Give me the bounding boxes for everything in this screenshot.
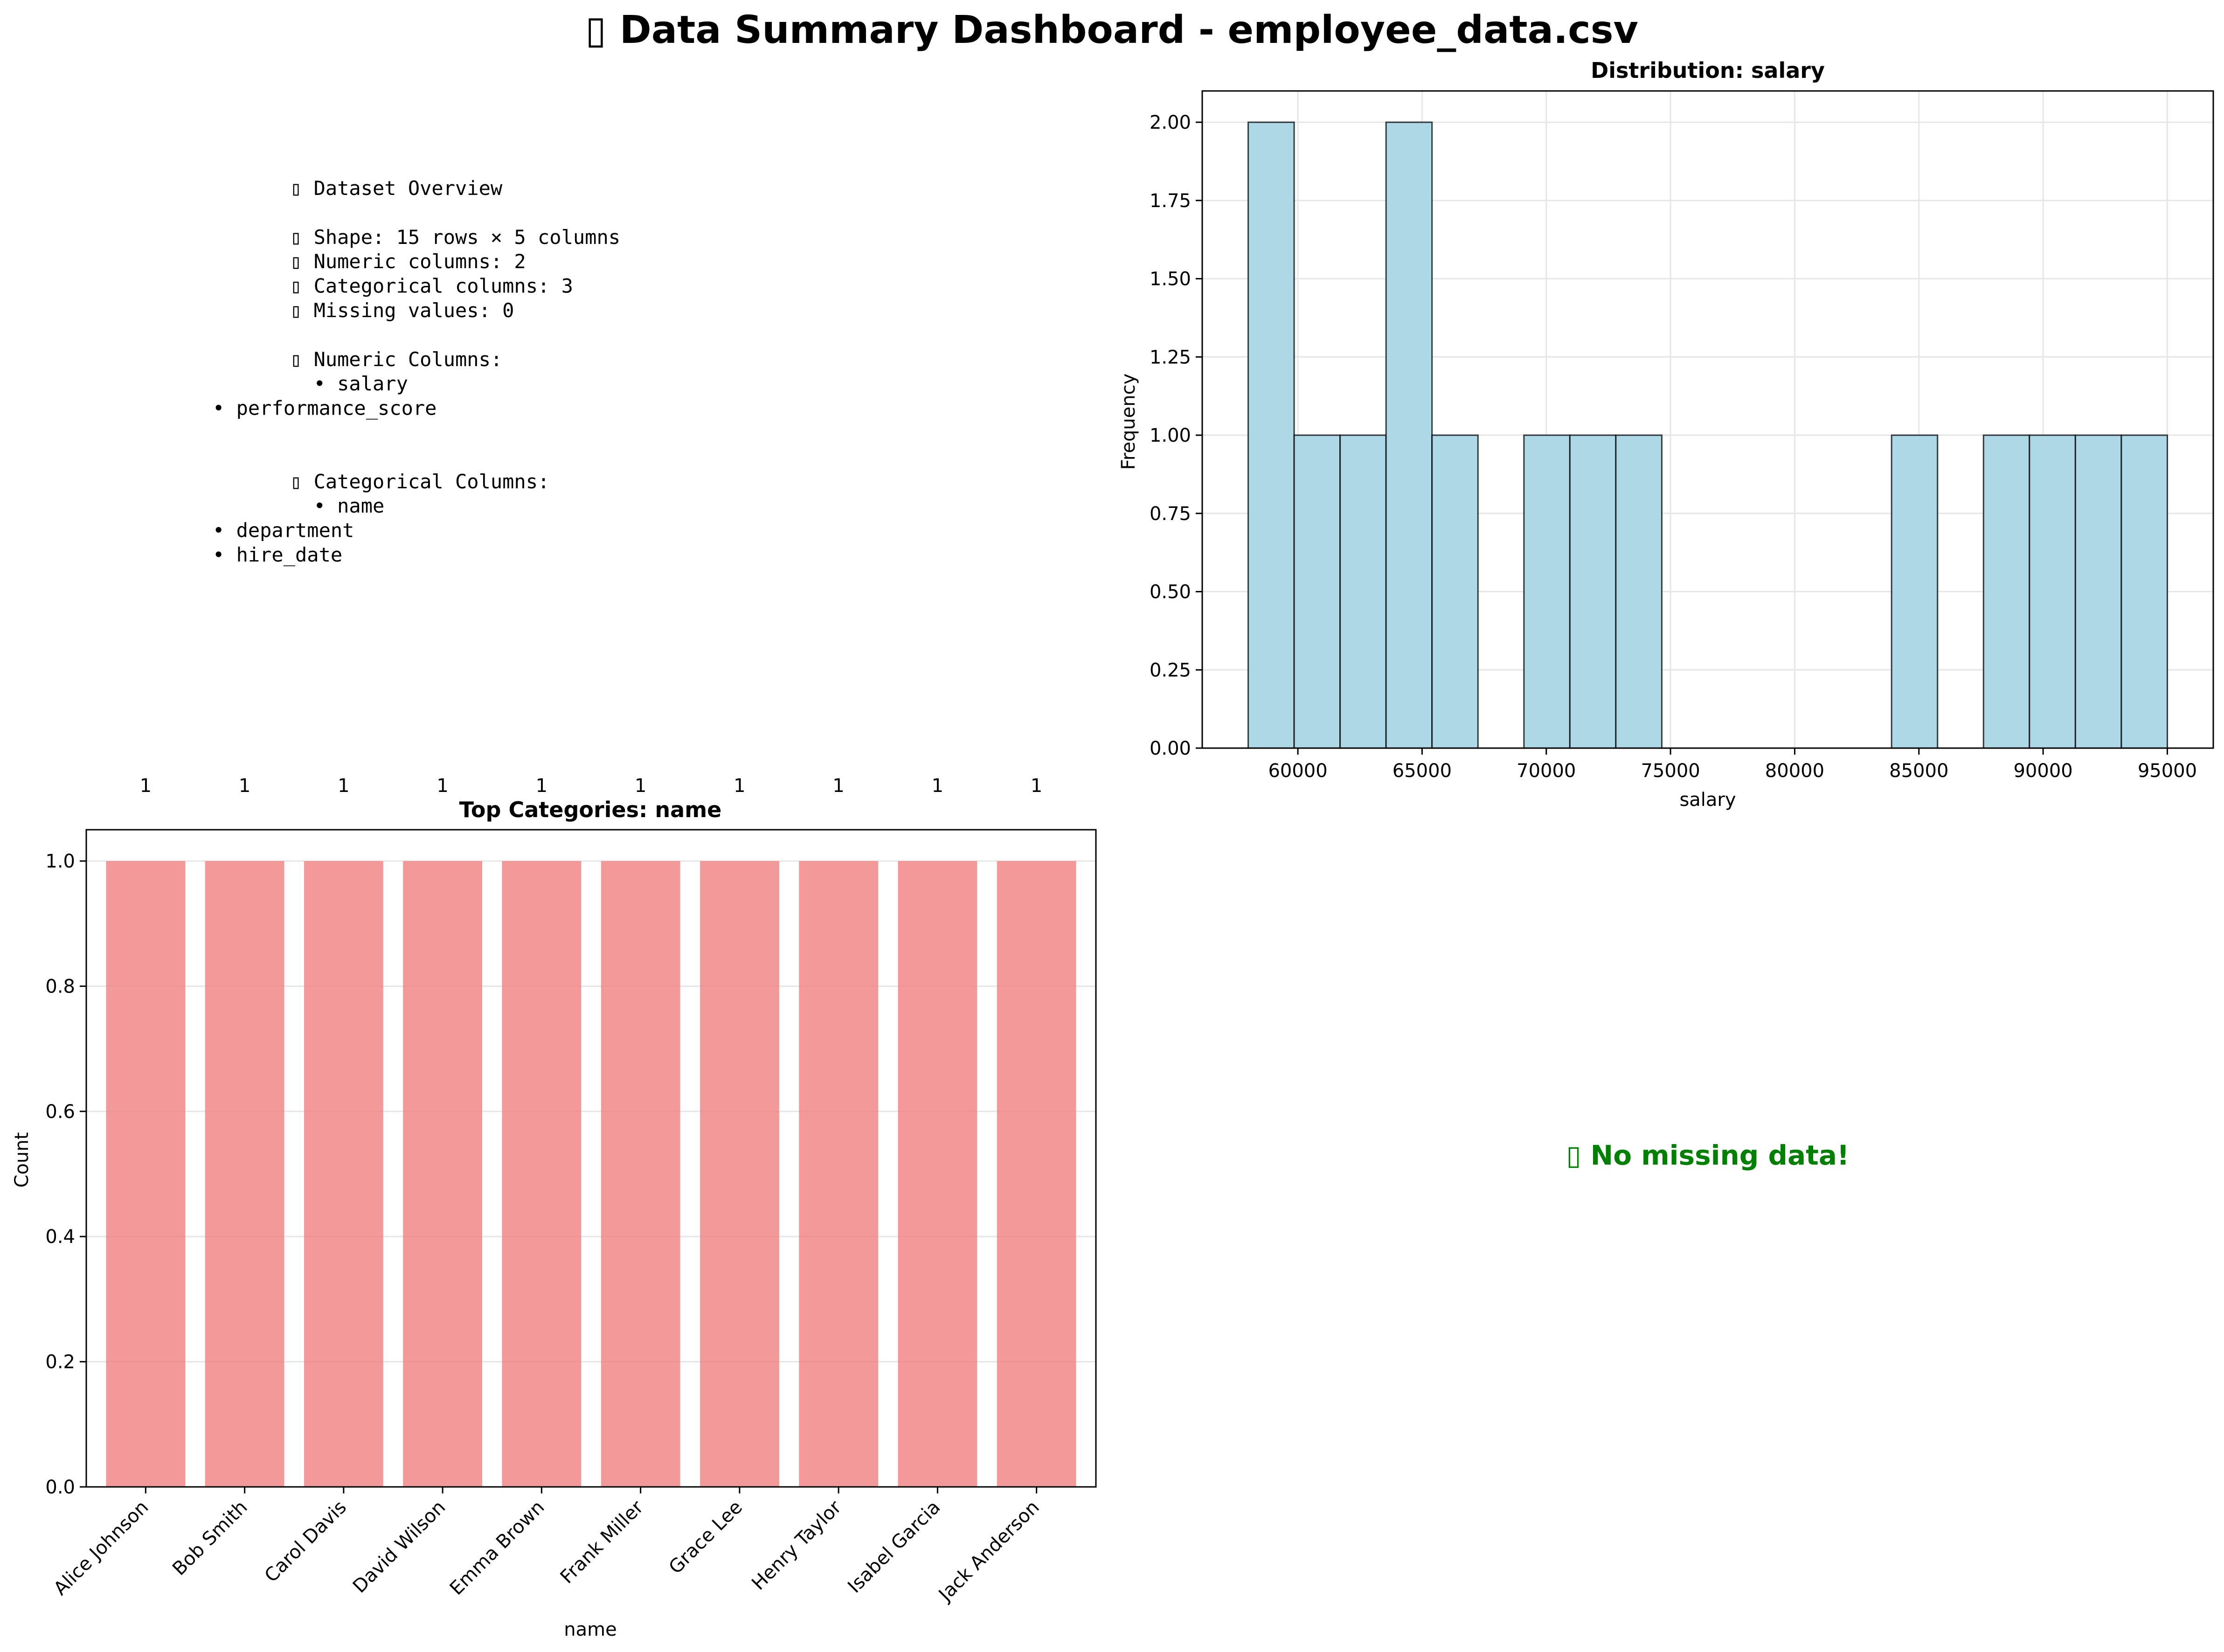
category-bar-value-label: 1	[932, 775, 943, 797]
overview-line: ▯ Categorical columns: 3	[290, 275, 573, 298]
category-bar-value-label: 1	[436, 775, 448, 797]
histogram-plot-frame	[1201, 90, 2214, 749]
histogram-y-tick-label: 1.75	[1150, 190, 1191, 212]
histogram-x-tick-label: 70000	[1517, 760, 1576, 782]
category-bar	[106, 861, 186, 1487]
histogram-y-tick-label: 1.25	[1150, 347, 1191, 368]
bar-chart-y-tick-label: 0.0	[45, 1477, 75, 1498]
histogram-y-tick-label: 0.00	[1150, 738, 1191, 759]
histogram-bar	[1247, 121, 1295, 749]
histogram-bar	[1891, 434, 1939, 749]
histogram-bar	[1431, 434, 1479, 749]
histogram-title: Distribution: salary	[1591, 58, 1825, 83]
histogram-bar	[1523, 434, 1571, 749]
category-bar-value-label: 1	[536, 775, 547, 797]
bar-chart-y-tick-label: 1.0	[45, 851, 75, 872]
histogram-y-tick-label: 1.50	[1150, 269, 1191, 290]
category-bar-value-label: 1	[338, 775, 349, 797]
category-bar	[403, 861, 483, 1487]
category-bar-value-label: 1	[832, 775, 844, 797]
overview-line: ▯ Dataset Overview	[290, 177, 503, 200]
category-bar-value-label: 1	[635, 775, 646, 797]
dataset-overview-panel: ▯ Dataset Overview ▯ Shape: 15 rows × 5 c…	[213, 177, 620, 566]
missing-data-message: ▯ No missing data!	[1566, 1139, 1850, 1171]
category-bar-value-label: 1	[734, 775, 745, 797]
bar-chart-y-tick-label: 0.2	[45, 1352, 75, 1373]
overview-line: ▯ Categorical Columns:	[290, 470, 549, 493]
histogram-bar	[2029, 434, 2076, 749]
bar-chart-title: Top Categories: name	[459, 797, 722, 822]
salary-histogram-panel: Distribution: salary salary Frequency 60…	[1118, 58, 2214, 811]
bar-chart-y-axis-label: Count	[11, 1132, 33, 1188]
histogram-bar	[1339, 434, 1387, 749]
histogram-bar	[2120, 434, 2168, 749]
category-bar-value-label: 1	[1031, 775, 1042, 797]
histogram-bar	[1385, 121, 1433, 749]
overview-line: ▯ Numeric Columns:	[290, 348, 502, 371]
histogram-bar	[1982, 434, 2030, 749]
histogram-x-tick-label: 60000	[1268, 760, 1327, 782]
category-bar	[601, 861, 680, 1487]
histogram-x-tick-label: 80000	[1765, 760, 1824, 782]
histogram-bar	[1615, 434, 1663, 749]
category-bar	[898, 861, 977, 1487]
overview-line: • department	[213, 519, 354, 542]
category-bar-value-label: 1	[239, 775, 250, 797]
bar-chart-y-tick-label: 0.4	[45, 1226, 75, 1248]
histogram-x-tick-label: 85000	[1889, 760, 1948, 782]
histogram-y-tick-label: 0.50	[1150, 582, 1191, 603]
category-bar	[799, 861, 879, 1487]
histogram-x-tick-label: 65000	[1393, 760, 1452, 782]
overview-line: ▯ Shape: 15 rows × 5 columns	[290, 226, 620, 249]
histogram-y-axis-label: Frequency	[1118, 374, 1139, 470]
histogram-x-tick-label: 75000	[1641, 760, 1700, 782]
histogram-y-tick-label: 0.25	[1150, 659, 1191, 681]
histogram-bar	[1293, 434, 1341, 749]
histogram-bar	[1569, 434, 1617, 749]
overview-line: ▯ Missing values: 0	[290, 299, 514, 322]
category-bar	[700, 861, 779, 1487]
bar-chart-plot-frame	[85, 829, 1097, 1488]
bar-chart-y-tick-label: 0.6	[45, 1101, 75, 1123]
category-bar	[997, 861, 1076, 1487]
histogram-y-tick-label: 1.00	[1150, 425, 1191, 446]
category-bar	[205, 861, 284, 1487]
histogram-x-axis-label: salary	[1679, 789, 1736, 811]
histogram-x-tick-label: 90000	[2013, 760, 2072, 782]
histogram-bar	[2074, 434, 2122, 749]
category-bar	[304, 861, 383, 1487]
category-bar-value-label: 1	[140, 775, 152, 797]
overview-line: • salary	[290, 372, 408, 395]
bar-chart-x-axis-label: name	[564, 1619, 617, 1640]
overview-line: • hire_date	[213, 543, 342, 566]
dashboard-title: ▯ Data Summary Dashboard - employee_data…	[585, 8, 1638, 52]
overview-line: ▯ Numeric columns: 2	[290, 250, 526, 273]
bar-chart-y-tick-label: 0.8	[45, 976, 75, 997]
name-categories-panel: Top Categories: name name Count 1 1 1 1 1 1 1 1…	[11, 775, 1097, 1640]
overview-line: • name	[290, 494, 384, 517]
overview-line: • performance_score	[213, 397, 436, 420]
histogram-y-tick-label: 0.75	[1150, 503, 1191, 525]
category-bar	[502, 861, 582, 1487]
histogram-x-tick-label: 95000	[2138, 760, 2197, 782]
histogram-y-tick-label: 2.00	[1150, 112, 1191, 133]
